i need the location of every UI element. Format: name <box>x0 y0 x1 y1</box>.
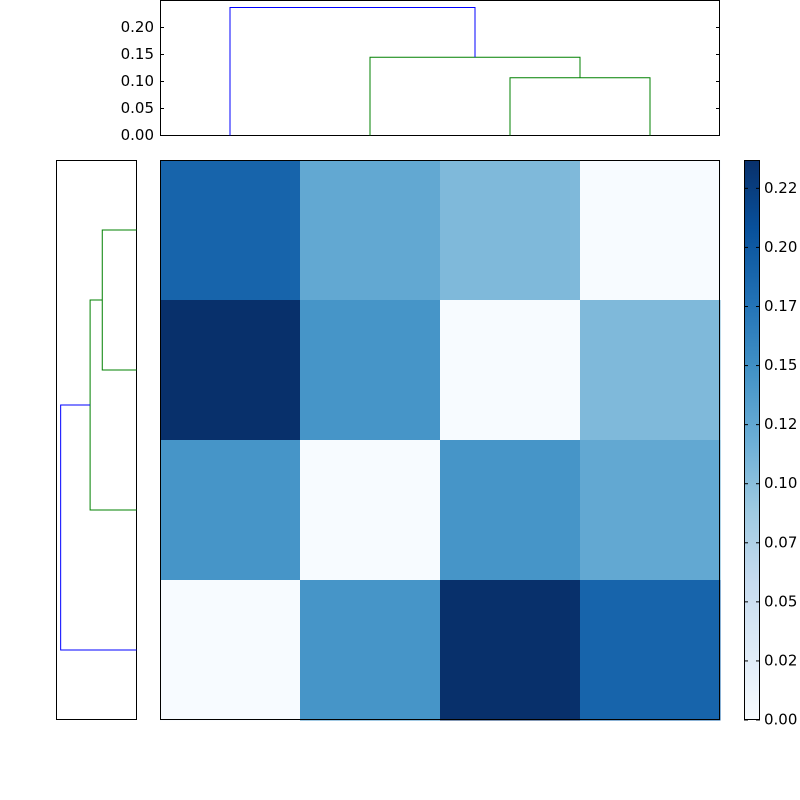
heatmap-cell <box>580 300 721 441</box>
heatmap-cell <box>440 160 581 301</box>
heatmap-cell <box>300 160 441 301</box>
heatmap-cell <box>160 300 301 441</box>
colorbar-tick-label: 0.15 <box>764 356 797 374</box>
heatmap-cell <box>300 580 441 721</box>
colorbar-tick-label: 0.02 <box>764 651 797 669</box>
heatmap-cell <box>440 440 581 581</box>
dendrogram-link <box>229 7 476 136</box>
heatmap-cell <box>300 440 441 581</box>
heatmap-cell <box>300 300 441 441</box>
y-tick-label: 0.10 <box>121 72 154 90</box>
y-tick-label: 0.00 <box>121 126 154 144</box>
colorbar-tick-label: 0.12 <box>764 415 797 433</box>
left-dendrogram-frame <box>56 160 137 720</box>
top-dendrogram-frame <box>160 0 720 136</box>
colorbar-tick-label: 0.05 <box>764 592 797 610</box>
heatmap-cell <box>580 160 721 301</box>
colorbar-tick-label: 0.17 <box>764 297 797 315</box>
heatmap-cell <box>160 580 301 721</box>
heatmap-cell <box>160 160 301 301</box>
colorbar-tick-label: 0.20 <box>764 238 797 256</box>
heatmap-cell <box>440 580 581 721</box>
colorbar-tick-label: 0.22 <box>764 179 797 197</box>
colorbar <box>744 160 760 720</box>
y-tick-label: 0.15 <box>121 45 154 63</box>
y-tick-label: 0.05 <box>121 99 154 117</box>
colorbar-tick-label: 0.00 <box>764 711 797 729</box>
colorbar-frame <box>744 160 760 720</box>
colorbar-tick-label: 0.10 <box>764 474 797 492</box>
heatmap-cell <box>160 440 301 581</box>
heatmap-frame <box>160 160 720 720</box>
heatmap-cell <box>440 300 581 441</box>
y-tick-label: 0.20 <box>121 18 154 36</box>
colorbar-tick-label: 0.07 <box>764 533 797 551</box>
heatmap-cell <box>580 580 721 721</box>
heatmap-cell <box>580 440 721 581</box>
dendrogram-link <box>60 404 137 651</box>
